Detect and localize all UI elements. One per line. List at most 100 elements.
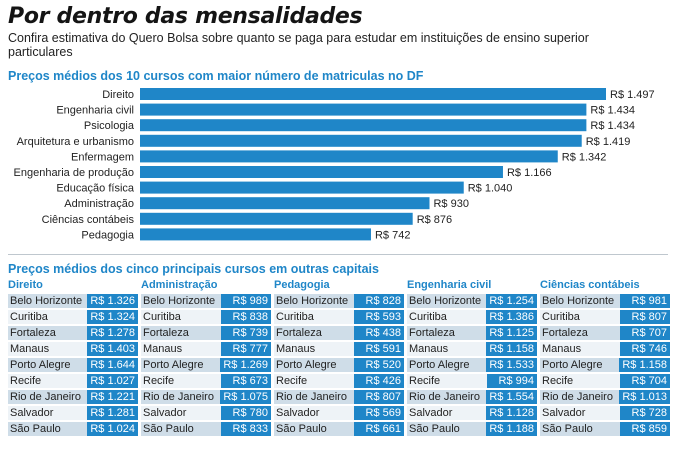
table-row: Porto Alegre R$ 520 <box>274 358 404 372</box>
city-name: Porto Alegre <box>276 359 337 371</box>
city-price: R$ 828 <box>354 294 404 308</box>
table-row: Curitiba R$ 807 <box>540 310 670 324</box>
table-row: Salvador R$ 1.281 <box>8 406 138 420</box>
table-row: Manaus R$ 1.158 <box>407 342 537 356</box>
city-name: Salvador <box>143 407 187 419</box>
page-title: Por dentro das mensalidades <box>8 4 363 29</box>
table-row: Curitiba R$ 838 <box>141 310 271 324</box>
bar-value-label: R$ 876 <box>417 214 452 226</box>
city-price: R$ 591 <box>354 342 404 356</box>
bar-category-label: Pedagogia <box>81 229 134 241</box>
table-row: Belo Horizonte R$ 1.254 <box>407 294 537 308</box>
course-table-header: Pedagogia <box>274 279 330 291</box>
table-row: São Paulo R$ 1.024 <box>8 422 138 436</box>
city-name: Rio de Janeiro <box>409 391 480 403</box>
city-price: R$ 994 <box>487 374 537 388</box>
city-price: R$ 746 <box>620 342 670 356</box>
city-name: Porto Alegre <box>143 359 204 371</box>
city-name: Curitiba <box>10 311 48 323</box>
course-table: Ciências contábeis Belo Horizonte R$ 981 Cu… <box>540 279 670 436</box>
city-name: Rio de Janeiro <box>276 391 347 403</box>
table-row: Salvador R$ 780 <box>141 406 271 420</box>
city-price: R$ 1.128 <box>486 406 537 420</box>
city-price: R$ 1.403 <box>87 342 138 356</box>
city-name: Belo Horizonte <box>143 295 216 307</box>
city-name: Recife <box>143 375 175 387</box>
city-name: Manaus <box>276 343 316 355</box>
table-row: Rio de Janeiro R$ 1.221 <box>8 390 138 404</box>
city-name: Recife <box>409 375 441 387</box>
table-row: Belo Horizonte R$ 989 <box>141 294 271 308</box>
city-price: R$ 1.278 <box>87 326 138 340</box>
course-table-body: Belo Horizonte R$ 828 Curitiba R$ 593 Fortal… <box>274 294 404 436</box>
bar-category-label: Direito <box>102 89 134 101</box>
bar-category-label: Engenharia de produção <box>14 167 134 179</box>
city-name: Curitiba <box>143 311 181 323</box>
bar-value-label: R$ 930 <box>433 198 468 210</box>
bar-category-label: Engenharia civil <box>56 105 134 117</box>
bar-value-label: R$ 742 <box>375 229 410 241</box>
city-name: Manaus <box>10 343 50 355</box>
table-row: Belo Horizonte R$ 981 <box>540 294 670 308</box>
table-row: Manaus R$ 746 <box>540 342 670 356</box>
city-price: R$ 739 <box>221 326 271 340</box>
bar <box>140 228 371 241</box>
city-name: São Paulo <box>276 423 327 435</box>
city-price: R$ 981 <box>620 294 670 308</box>
course-table-body: Belo Horizonte R$ 1.254 Curitiba R$ 1.386 Fo… <box>407 294 537 436</box>
table-row: Rio de Janeiro R$ 1.075 <box>141 390 271 404</box>
city-price: R$ 707 <box>620 326 670 340</box>
city-name: Salvador <box>10 407 54 419</box>
table-row: Rio de Janeiro R$ 1.013 <box>540 390 670 404</box>
city-price: R$ 807 <box>620 310 670 324</box>
table-row: Rio de Janeiro R$ 807 <box>274 390 404 404</box>
city-name: Rio de Janeiro <box>143 391 214 403</box>
tables-title: Preços médios dos cinco principais curso… <box>8 262 379 276</box>
city-name: Fortaleza <box>409 327 455 339</box>
course-table-header: Engenharia civil <box>407 279 492 291</box>
city-price: R$ 1.158 <box>486 342 537 356</box>
table-row: Porto Alegre R$ 1.533 <box>407 358 537 372</box>
city-name: São Paulo <box>10 423 61 435</box>
table-row: Curitiba R$ 1.386 <box>407 310 537 324</box>
city-name: Porto Alegre <box>409 359 470 371</box>
table-row: Recife R$ 673 <box>141 374 271 388</box>
bar-category-label: Ciências contábeis <box>42 214 135 226</box>
course-table: Administração Belo Horizonte R$ 989 Curitib… <box>141 279 271 436</box>
city-name: Manaus <box>409 343 449 355</box>
table-row: Fortaleza R$ 438 <box>274 326 404 340</box>
city-price: R$ 661 <box>354 422 404 436</box>
city-price: R$ 1.075 <box>220 390 271 404</box>
city-price: R$ 704 <box>620 374 670 388</box>
table-row: Curitiba R$ 593 <box>274 310 404 324</box>
bar-value-label: R$ 1.434 <box>590 120 635 132</box>
city-price: R$ 1.125 <box>486 326 537 340</box>
city-price: R$ 1.013 <box>619 390 670 404</box>
city-price: R$ 989 <box>221 294 271 308</box>
bar-chart-title: Preços médios dos 10 cursos com maior nú… <box>8 69 424 83</box>
city-tables: Direito Belo Horizonte R$ 1.326 Curitiba R$ … <box>8 279 670 436</box>
course-table: Engenharia civil Belo Horizonte R$ 1.254 Cu… <box>407 279 537 436</box>
course-table: Direito Belo Horizonte R$ 1.326 Curitiba R$ … <box>8 279 138 436</box>
table-row: Salvador R$ 1.128 <box>407 406 537 420</box>
city-price: R$ 426 <box>354 374 404 388</box>
table-row: Fortaleza R$ 739 <box>141 326 271 340</box>
city-name: Fortaleza <box>143 327 189 339</box>
city-name: Recife <box>542 375 574 387</box>
city-price: R$ 1.024 <box>87 422 138 436</box>
city-price: R$ 520 <box>354 358 404 372</box>
table-row: São Paulo R$ 833 <box>141 422 271 436</box>
course-table-header: Ciências contábeis <box>540 279 640 291</box>
city-name: Curitiba <box>276 311 314 323</box>
table-row: Porto Alegre R$ 1.644 <box>8 358 138 372</box>
table-row: Belo Horizonte R$ 828 <box>274 294 404 308</box>
city-name: Rio de Janeiro <box>542 391 613 403</box>
city-price: R$ 838 <box>221 310 271 324</box>
city-name: Porto Alegre <box>10 359 71 371</box>
city-price: R$ 780 <box>221 406 271 420</box>
table-row: Recife R$ 1.027 <box>8 374 138 388</box>
city-price: R$ 807 <box>354 390 404 404</box>
city-price: R$ 1.281 <box>87 406 138 420</box>
table-row: Recife R$ 426 <box>274 374 404 388</box>
city-price: R$ 1.644 <box>87 358 138 372</box>
